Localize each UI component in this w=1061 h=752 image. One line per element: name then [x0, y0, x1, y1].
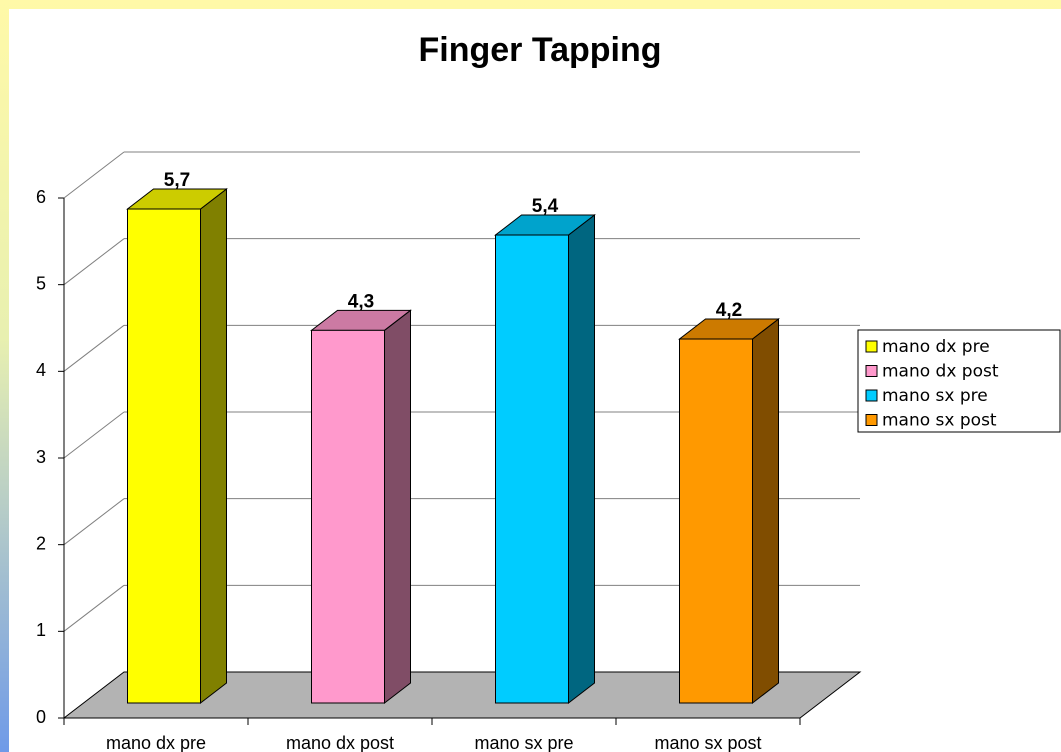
bar: [311, 329, 385, 704]
chart-title: Finger Tapping: [418, 31, 661, 69]
grid-line: [63, 584, 125, 632]
legend-label: mano sx pre: [882, 386, 988, 406]
bar-side: [568, 213, 595, 705]
x-tick-label: mano sx pre: [474, 733, 573, 752]
grid-line: [63, 411, 125, 459]
grid-line: [63, 238, 125, 286]
x-tick-label: mano dx post: [286, 733, 394, 752]
y-tick-label: 5: [36, 273, 46, 293]
bar: [127, 208, 201, 704]
legend-swatch: [865, 340, 878, 353]
y-tick-label: 6: [36, 187, 46, 207]
legend-label: mano dx pre: [882, 337, 990, 357]
y-tick-label: 0: [36, 707, 46, 727]
y-tick-label: 2: [36, 533, 46, 553]
bar-side: [384, 309, 411, 705]
grid-line: [63, 151, 125, 199]
data-label: 4,3: [348, 291, 374, 312]
y-tick-label: 4: [36, 360, 46, 380]
y-tick-label: 3: [36, 447, 46, 467]
legend-swatch: [865, 414, 878, 426]
data-label: 5,7: [164, 170, 190, 191]
grid-line: [63, 324, 125, 372]
data-label: 5,4: [532, 196, 559, 217]
data-label: 4,2: [716, 300, 742, 321]
bar: [495, 234, 569, 704]
legend-label: mano dx post: [882, 362, 999, 382]
legend-swatch: [865, 365, 878, 377]
x-tick-label: mano sx post: [654, 733, 761, 752]
y-tick-label: 1: [36, 620, 46, 640]
grid-line: [63, 498, 125, 546]
legend: [857, 329, 1061, 433]
bar: [679, 338, 753, 704]
bar-side: [752, 317, 779, 705]
legend-label: mano sx post: [882, 411, 997, 431]
bar-side: [200, 187, 227, 705]
legend-swatch: [865, 389, 878, 402]
x-tick-label: mano dx pre: [106, 733, 206, 752]
